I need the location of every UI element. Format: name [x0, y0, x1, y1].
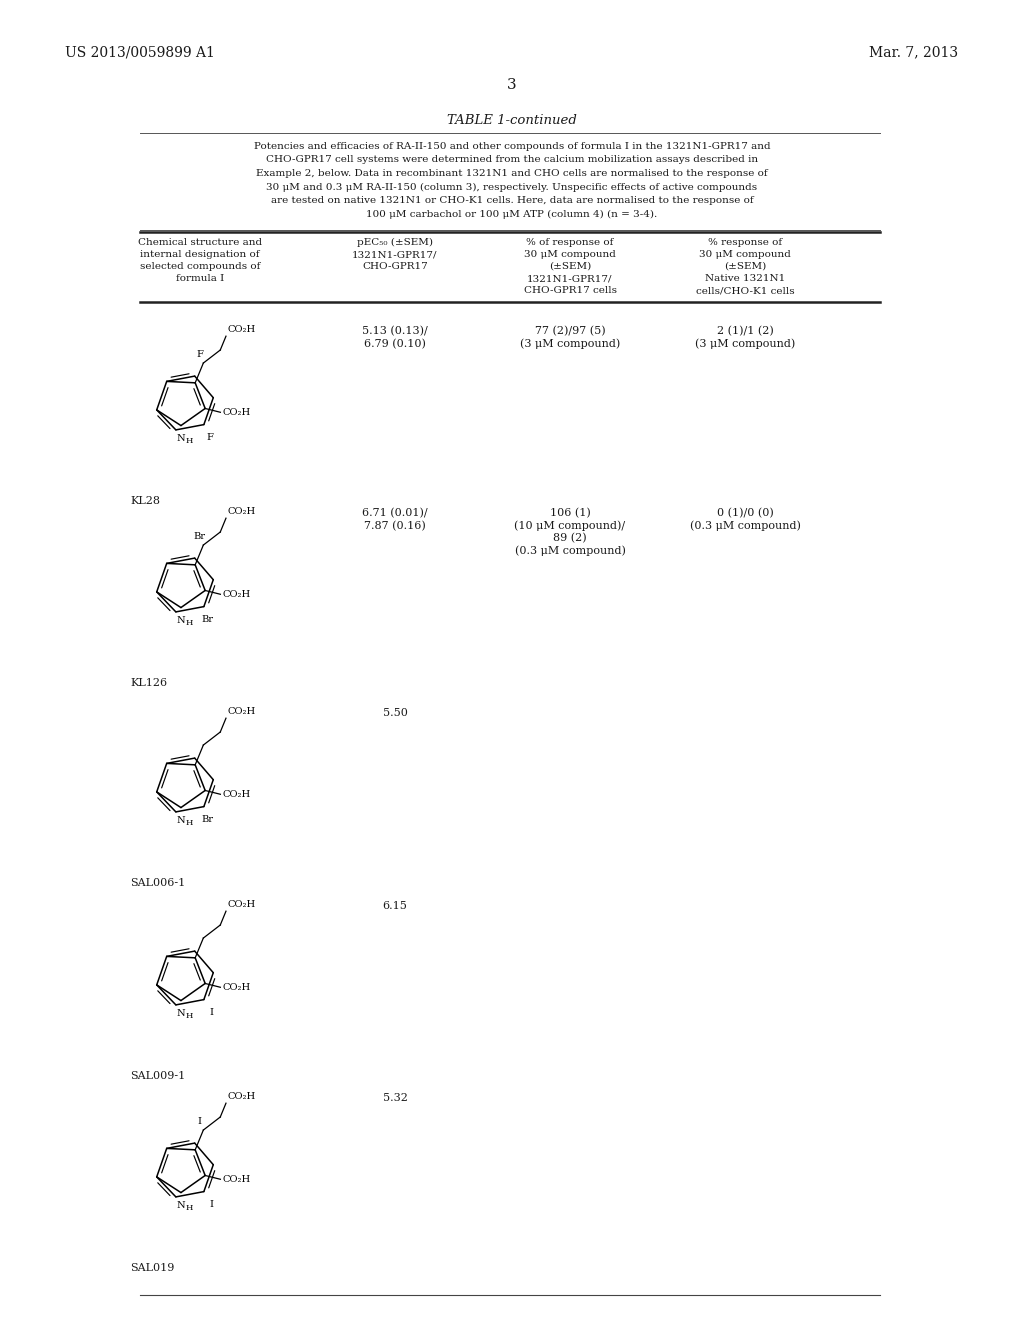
Text: H: H: [185, 1012, 193, 1020]
Text: % response of: % response of: [708, 238, 782, 247]
Text: F: F: [197, 350, 204, 359]
Text: % of response of: % of response of: [526, 238, 613, 247]
Text: CO₂H: CO₂H: [222, 408, 251, 417]
Text: (±SEM): (±SEM): [549, 261, 591, 271]
Text: CO₂H: CO₂H: [222, 590, 251, 599]
Text: 5.13 (0.13)/: 5.13 (0.13)/: [362, 326, 428, 337]
Text: CO₂H: CO₂H: [222, 789, 251, 799]
Text: I: I: [209, 1008, 213, 1018]
Text: CO₂H: CO₂H: [228, 507, 256, 516]
Text: 5.50: 5.50: [383, 708, 408, 718]
Text: CO₂H: CO₂H: [228, 1092, 256, 1101]
Text: CO₂H: CO₂H: [228, 900, 256, 909]
Text: 0 (1)/0 (0): 0 (1)/0 (0): [717, 508, 773, 519]
Text: Native 1321N1: Native 1321N1: [705, 275, 785, 282]
Text: (10 μM compound)/: (10 μM compound)/: [514, 520, 626, 531]
Text: 2 (1)/1 (2): 2 (1)/1 (2): [717, 326, 773, 337]
Text: Mar. 7, 2013: Mar. 7, 2013: [869, 45, 958, 59]
Text: CO₂H: CO₂H: [228, 325, 256, 334]
Text: Br: Br: [201, 615, 213, 624]
Text: formula I: formula I: [176, 275, 224, 282]
Text: Potencies and efficacies of RA-II-150 and other compounds of formula I in the 13: Potencies and efficacies of RA-II-150 an…: [254, 143, 770, 150]
Text: 77 (2)/97 (5): 77 (2)/97 (5): [535, 326, 605, 337]
Text: Chemical structure and: Chemical structure and: [138, 238, 262, 247]
Text: 5.32: 5.32: [383, 1093, 408, 1104]
Text: internal designation of: internal designation of: [140, 249, 260, 259]
Text: 1321N1-GPR17/: 1321N1-GPR17/: [527, 275, 612, 282]
Text: 30 μM and 0.3 μM RA-II-150 (column 3), respectively. Unspecific effects of activ: 30 μM and 0.3 μM RA-II-150 (column 3), r…: [266, 182, 758, 191]
Text: CHO-GPR17 cells: CHO-GPR17 cells: [523, 286, 616, 294]
Text: 6.15: 6.15: [383, 902, 408, 911]
Text: F: F: [206, 433, 213, 442]
Text: 6.71 (0.01)/: 6.71 (0.01)/: [362, 508, 428, 519]
Text: are tested on native 1321N1 or CHO-K1 cells. Here, data are normalised to the re: are tested on native 1321N1 or CHO-K1 ce…: [270, 195, 754, 205]
Text: 6.79 (0.10): 6.79 (0.10): [365, 338, 426, 348]
Text: N: N: [176, 616, 185, 624]
Text: KL28: KL28: [130, 496, 160, 506]
Text: 30 μM compound: 30 μM compound: [524, 249, 616, 259]
Text: CO₂H: CO₂H: [228, 708, 256, 717]
Text: TABLE 1-continued: TABLE 1-continued: [447, 114, 577, 127]
Text: US 2013/0059899 A1: US 2013/0059899 A1: [65, 45, 215, 59]
Text: 89 (2): 89 (2): [553, 533, 587, 544]
Text: 100 μM carbachol or 100 μM ATP (column 4) (n = 3-4).: 100 μM carbachol or 100 μM ATP (column 4…: [367, 210, 657, 219]
Text: H: H: [185, 820, 193, 828]
Text: 1321N1-GPR17/: 1321N1-GPR17/: [352, 249, 437, 259]
Text: I: I: [209, 1200, 213, 1209]
Text: SAL009-1: SAL009-1: [130, 1071, 185, 1081]
Text: CHO-GPR17 cell systems were determined from the calcium mobilization assays desc: CHO-GPR17 cell systems were determined f…: [266, 156, 758, 165]
Text: N: N: [176, 1008, 185, 1018]
Text: 3: 3: [507, 78, 517, 92]
Text: 7.87 (0.16): 7.87 (0.16): [365, 520, 426, 531]
Text: 30 μM compound: 30 μM compound: [699, 249, 791, 259]
Text: CHO-GPR17: CHO-GPR17: [362, 261, 428, 271]
Text: Br: Br: [201, 814, 213, 824]
Text: Br: Br: [194, 532, 206, 541]
Text: H: H: [185, 437, 193, 445]
Text: (0.3 μM compound): (0.3 μM compound): [689, 520, 801, 531]
Text: N: N: [176, 434, 185, 444]
Text: N: N: [176, 816, 185, 825]
Text: cells/CHO-K1 cells: cells/CHO-K1 cells: [695, 286, 795, 294]
Text: H: H: [185, 1204, 193, 1212]
Text: SAL019: SAL019: [130, 1263, 174, 1272]
Text: pEC₅₀ (±SEM): pEC₅₀ (±SEM): [357, 238, 433, 247]
Text: (0.3 μM compound): (0.3 μM compound): [515, 545, 626, 556]
Text: H: H: [185, 619, 193, 627]
Text: CO₂H: CO₂H: [222, 983, 251, 991]
Text: CO₂H: CO₂H: [222, 1175, 251, 1184]
Text: (±SEM): (±SEM): [724, 261, 766, 271]
Text: I: I: [198, 1117, 202, 1126]
Text: KL126: KL126: [130, 678, 167, 688]
Text: N: N: [176, 1201, 185, 1210]
Text: (3 μM compound): (3 μM compound): [695, 338, 795, 348]
Text: (3 μM compound): (3 μM compound): [520, 338, 621, 348]
Text: selected compounds of: selected compounds of: [140, 261, 260, 271]
Text: Example 2, below. Data in recombinant 1321N1 and CHO cells are normalised to the: Example 2, below. Data in recombinant 13…: [256, 169, 768, 178]
Text: 106 (1): 106 (1): [550, 508, 591, 519]
Text: SAL006-1: SAL006-1: [130, 878, 185, 888]
